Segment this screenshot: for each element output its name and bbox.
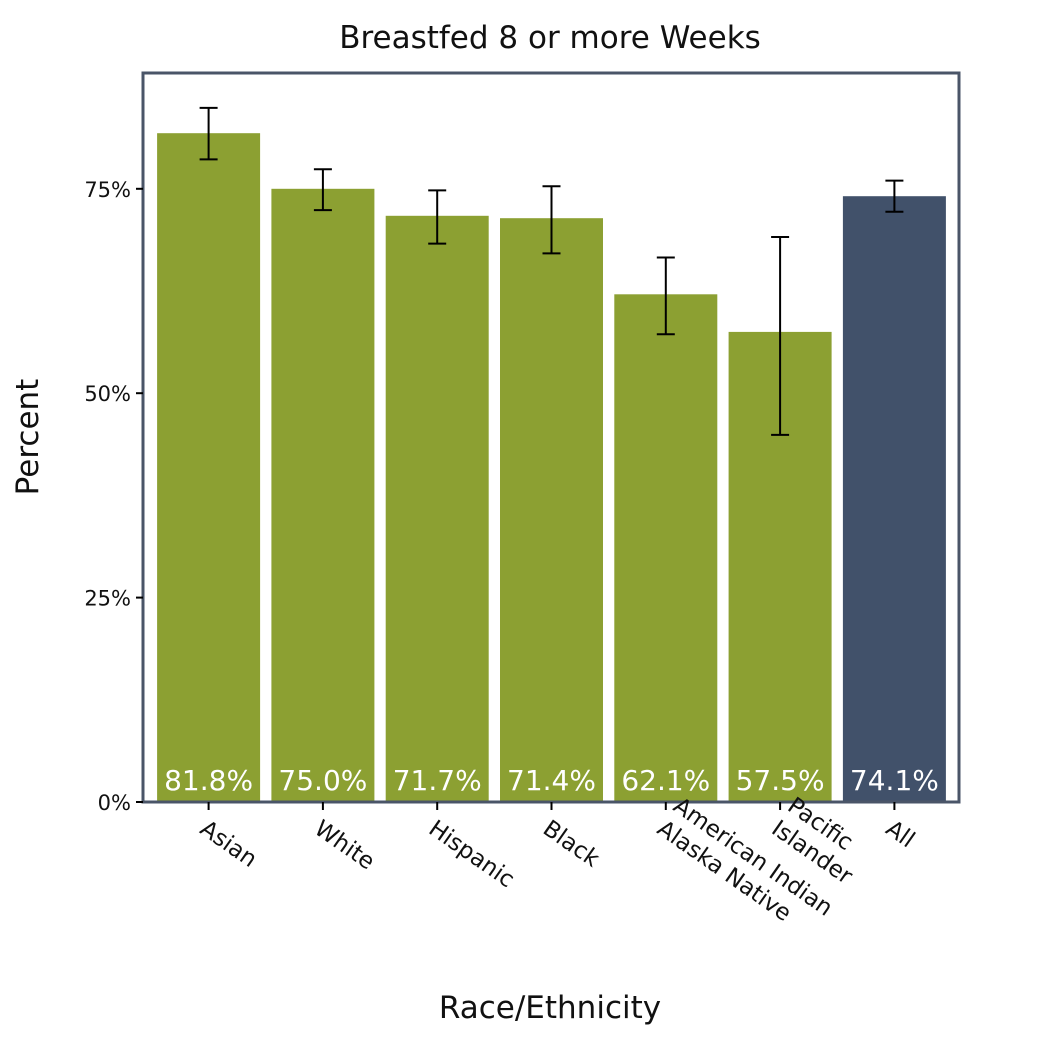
x-axis: Asian White Hispanic Black American IndianAl… (195, 793, 919, 927)
x-tick-label: Hispanic (424, 816, 519, 893)
bar (271, 188, 375, 803)
y-tick-label: 0% (98, 791, 131, 815)
data-label: 62.1% (621, 764, 710, 797)
error-bar (542, 185, 561, 255)
error-bar (771, 236, 790, 436)
plot-area: 81.8% 75.0% 71.7% 71.4% 62.1% 57.5% 74.1% (157, 106, 946, 803)
bar (500, 218, 603, 802)
y-axis: 0% 25% 50% 75% (84, 178, 143, 815)
error-bar (428, 189, 447, 245)
data-label: 74.1% (850, 764, 939, 797)
y-tick-label: 25% (84, 587, 131, 611)
data-label: 57.5% (736, 764, 825, 797)
svg-text:Black: Black (538, 816, 604, 873)
x-tick-label: Black (538, 816, 604, 873)
x-tick-label: All (881, 816, 919, 854)
error-bar (885, 179, 904, 213)
data-label: 75.0% (278, 764, 367, 797)
x-tick-label: Asian (195, 816, 261, 873)
x-axis-title: Race/Ethnicity (439, 990, 661, 1026)
chart-title: Breastfed 8 or more Weeks (339, 20, 761, 56)
x-tick-label: White (309, 816, 379, 876)
bar (385, 215, 489, 803)
error-bar (199, 106, 218, 161)
y-tick-label: 50% (84, 382, 131, 406)
bar (157, 133, 261, 802)
svg-text:White: White (309, 816, 379, 876)
bar (614, 294, 718, 802)
bar (842, 196, 946, 802)
svg-text:Hispanic: Hispanic (424, 816, 519, 893)
data-label: 71.4% (507, 764, 596, 797)
error-bar (656, 256, 675, 336)
data-label: 71.7% (393, 764, 482, 797)
data-label: 81.8% (164, 764, 253, 797)
y-tick-label: 75% (84, 178, 131, 202)
error-bar (313, 168, 332, 212)
y-axis-title: Percent (10, 379, 46, 496)
svg-text:All: All (881, 816, 919, 854)
svg-text:Asian: Asian (195, 816, 261, 873)
